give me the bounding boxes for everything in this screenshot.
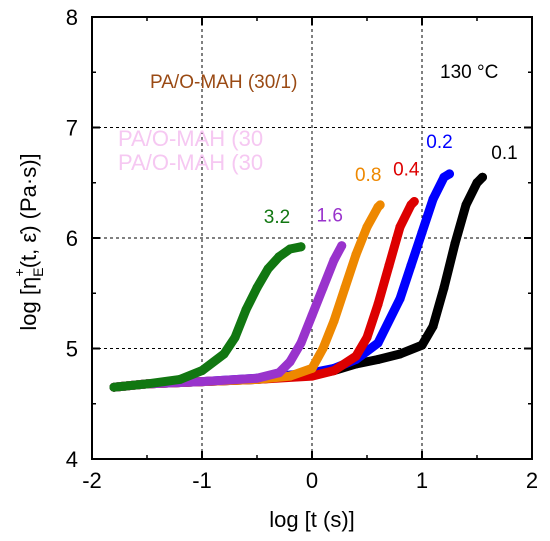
y-tick-label-1: 5	[66, 337, 78, 362]
data-point-3.2-8	[263, 264, 273, 274]
data-point-0.1-10	[428, 321, 438, 331]
series-label-0.8: 0.8	[355, 165, 381, 186]
data-point-0.2-7	[373, 338, 383, 348]
data-point-0.8-12	[375, 200, 385, 210]
data-point-0.2-8	[395, 294, 405, 304]
data-point-0.2-10	[417, 228, 427, 237]
y-axis-label: log [ηE+(t, ε̇) (Pa·s)]	[11, 153, 46, 330]
series-label-1.6: 1.6	[316, 206, 342, 227]
data-point-0.2-9	[406, 261, 416, 271]
y-tick-label-3: 7	[66, 116, 78, 141]
series-3.2	[109, 242, 306, 392]
data-point-0.8-9	[351, 250, 361, 260]
data-series	[109, 169, 487, 392]
y-axis-label-sup: +	[11, 268, 27, 276]
data-point-0.1-11	[439, 283, 449, 293]
series-line-3.2	[109, 242, 306, 392]
data-point-1.6-4	[274, 368, 284, 378]
x-tick-label-1: -1	[192, 468, 212, 493]
data-point-0.4-5	[329, 366, 339, 376]
data-point-3.2-9	[274, 252, 284, 262]
data-point-1.6-2	[197, 377, 207, 387]
series-label-0.1: 0.1	[491, 143, 517, 164]
data-point-0.8-6	[318, 344, 328, 353]
data-point-3.2-10	[285, 244, 295, 254]
ghost-text-0: PA/O-MAH (30	[118, 126, 263, 151]
data-point-0.8-5	[307, 363, 317, 373]
data-point-3.2-2	[175, 374, 185, 384]
data-point-3.2-11	[296, 242, 306, 252]
series-line-0.8	[109, 200, 385, 392]
x-axis-label: log [t (s)]	[269, 507, 355, 532]
data-point-0.8-7	[329, 316, 339, 326]
x-tick-label-4: 2	[526, 468, 538, 493]
data-point-0.8-4	[285, 371, 295, 381]
ghost-text-1: PA/O-MAH (30	[118, 150, 263, 175]
y-tick-label-4: 8	[66, 5, 78, 30]
data-point-0.1-15	[478, 172, 487, 182]
data-point-3.2-1	[142, 379, 152, 389]
series-label-0.4: 0.4	[393, 160, 420, 181]
data-point-0.2-13	[445, 169, 454, 179]
data-point-1.6-6	[296, 338, 306, 348]
data-point-0.4-8	[373, 299, 383, 309]
y-axis-label-pre: log [η	[16, 277, 41, 331]
data-point-3.2-5	[230, 333, 240, 342]
x-tick-label-3: 1	[416, 468, 428, 493]
data-point-0.4-6	[351, 351, 361, 361]
data-point-1.6-10	[337, 241, 347, 251]
y-axis-label-post: (t, ε̇) (Pa·s)]	[16, 153, 41, 268]
data-point-3.2-6	[241, 305, 251, 315]
data-point-3.2-7	[252, 283, 262, 293]
data-point-0.1-8	[395, 349, 405, 359]
axis-ticks: -2 -1 0 1 2 4 5 6 7 8	[66, 5, 538, 493]
data-point-1.6-7	[307, 310, 317, 320]
y-tick-label-2: 6	[66, 226, 78, 251]
data-point-0.4-9	[384, 261, 394, 271]
series-label-3.2: 3.2	[264, 207, 290, 228]
y-tick-label-0: 4	[66, 447, 78, 472]
temperature-label: 130 °C	[440, 62, 498, 83]
data-point-0.4-10	[395, 222, 405, 232]
data-point-0.8-8	[340, 283, 350, 293]
x-tick-label-2: 0	[306, 468, 318, 493]
data-point-3.2-0	[109, 382, 119, 392]
data-point-1.6-3	[252, 373, 262, 383]
data-point-1.6-5	[285, 357, 295, 367]
y-axis-label-sub: E	[30, 267, 46, 276]
chart-title: PA/O-MAH (30/1)	[150, 72, 297, 93]
series-0.2	[109, 169, 454, 392]
data-point-0.2-11	[428, 194, 438, 204]
series-label-0.2: 0.2	[426, 132, 452, 153]
data-point-0.4-12	[409, 197, 419, 206]
data-point-3.2-4	[219, 349, 229, 359]
data-point-1.6-8	[318, 283, 328, 293]
series-labels: 0.1 0.2 0.4 0.8 1.6 3.2	[264, 132, 518, 228]
data-point-0.1-12	[450, 239, 460, 248]
data-point-0.1-7	[373, 355, 383, 364]
data-point-3.2-3	[197, 366, 207, 376]
data-point-1.6-9	[329, 255, 339, 265]
data-point-0.1-9	[417, 340, 427, 350]
data-point-0.8-10	[362, 222, 372, 232]
data-point-0.1-14	[472, 178, 482, 188]
x-tick-label-0: -2	[82, 468, 102, 493]
data-point-0.1-13	[461, 200, 471, 210]
data-point-0.4-7	[362, 333, 372, 342]
